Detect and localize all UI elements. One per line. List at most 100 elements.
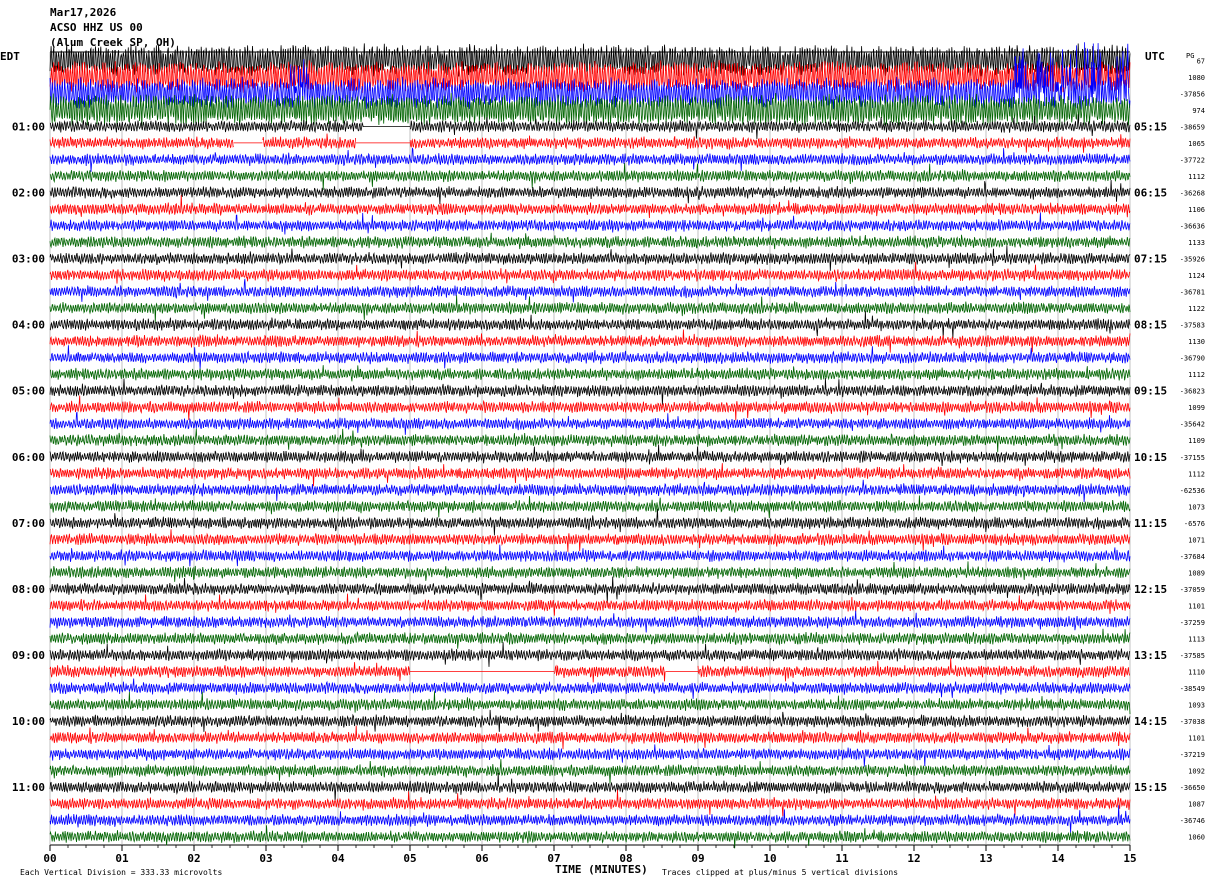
trace-line: [49, 261, 1131, 284]
trace-line: [49, 245, 1131, 271]
x-tick-label: 12: [907, 852, 920, 865]
left-zone-label: EDT: [0, 50, 20, 63]
trace-line: [49, 133, 1131, 153]
trace-line: [49, 195, 1131, 219]
trace-offset-label: -36650: [1180, 784, 1205, 792]
trace-offset-label: 1112: [1188, 173, 1205, 181]
right-time-labels: 05:15 06:15 07:15 08:15 09:15 10:15 11:15 12:15…: [1134, 120, 1167, 794]
trace-line: [49, 179, 1131, 205]
trace-offset-label: 1124: [1188, 272, 1205, 280]
right-zone-label: UTC: [1145, 50, 1165, 63]
x-tick-label: 11: [835, 852, 849, 865]
trace-line: [49, 479, 1131, 502]
trace-line: [49, 678, 1131, 699]
trace-offset-label: 1080: [1188, 74, 1205, 82]
trace-line: [49, 295, 1131, 323]
seismic-traces: [49, 42, 1131, 849]
trace-line: [49, 576, 1131, 603]
left-hour-label: 07:00: [12, 517, 45, 530]
trace-offset-label: -37585: [1180, 652, 1205, 660]
trace-line: [49, 463, 1131, 487]
left-time-labels: 01:00 02:00 03:00 04:00 05:00 06:00 07:00 08:00…: [12, 120, 45, 794]
trace-offset-label: -36636: [1180, 222, 1205, 230]
trace-offset-label: -37856: [1180, 90, 1205, 98]
trace-line: [49, 691, 1131, 715]
trace-offset-label: -35642: [1180, 421, 1205, 429]
trace-offset-label: -36746: [1180, 817, 1205, 825]
x-tick-label: 05: [403, 852, 416, 865]
right-hour-label: 12:15: [1134, 583, 1167, 596]
x-tick-label: 10: [763, 852, 776, 865]
trace-line: [49, 345, 1131, 369]
trace-offset-label: 67: [1197, 57, 1205, 65]
right-hour-label: 10:15: [1134, 451, 1167, 464]
right-hour-label: 11:15: [1134, 517, 1167, 530]
trace-offset-label: 1065: [1188, 140, 1205, 148]
x-tick-label: 09: [691, 852, 704, 865]
trace-offset-label: -37059: [1180, 586, 1205, 594]
trace-offset-label: 1109: [1188, 437, 1205, 445]
trace-offset-label: -36790: [1180, 355, 1205, 363]
trace-offset-label: 1113: [1188, 635, 1205, 643]
left-hour-label: 10:00: [12, 715, 45, 728]
trace-offset-label: 1112: [1188, 371, 1205, 379]
trace-offset-labels: 67 1080 -37856 974 -38659 1065 -37722 1112 -3626…: [1180, 57, 1205, 841]
trace-offset-label: 1087: [1188, 801, 1205, 809]
trace-offset-label: 1112: [1188, 470, 1205, 478]
left-hour-label: 05:00: [12, 385, 45, 398]
header-date: Mar17,2026: [50, 6, 117, 19]
trace-line: [49, 789, 1131, 817]
x-tick-label: 08: [619, 852, 632, 865]
x-tick-label: 00: [43, 852, 56, 865]
right-hour-label: 13:15: [1134, 649, 1167, 662]
trace-line: [49, 163, 1131, 191]
right-hour-label: 09:15: [1134, 385, 1167, 398]
trace-offset-label: 1060: [1188, 834, 1205, 842]
trace-line: [49, 725, 1131, 750]
x-tick-label: 15: [1123, 852, 1136, 865]
footer-left-label: Each Vertical Division = 333.33 microvol…: [20, 868, 222, 877]
trace-line: [49, 544, 1131, 567]
trace-line: [49, 444, 1131, 467]
right-hour-label: 15:15: [1134, 781, 1167, 794]
trace-offset-label: -38659: [1180, 123, 1205, 131]
right-hour-label: 06:15: [1134, 186, 1167, 199]
header-station: ACSO HHZ US 00: [50, 21, 143, 34]
trace-offset-label: -62536: [1180, 487, 1205, 495]
left-hour-label: 04:00: [12, 319, 45, 332]
x-tick-label: 04: [331, 852, 345, 865]
trace-offset-label: -37038: [1180, 718, 1205, 726]
trace-offset-label: 974: [1192, 107, 1205, 115]
trace-line: [49, 642, 1131, 667]
right-hour-label: 05:15: [1134, 120, 1167, 133]
trace-offset-label: 1101: [1188, 602, 1205, 610]
trace-offset-label: -38549: [1180, 685, 1205, 693]
trace-line: [49, 378, 1131, 405]
x-tick-label: 06: [475, 852, 489, 865]
trace-line: [49, 232, 1131, 250]
trace-offset-label: 1130: [1188, 338, 1205, 346]
x-tick-label: 03: [259, 852, 272, 865]
right-hour-label: 14:15: [1134, 715, 1167, 728]
left-hour-label: 09:00: [12, 649, 45, 662]
x-tick-label: 14: [1051, 852, 1065, 865]
grid-lines: [49, 51, 1131, 846]
trace-line: [49, 495, 1131, 519]
trace-offset-label: -37155: [1180, 454, 1205, 462]
right-hour-label: 07:15: [1134, 253, 1167, 266]
trace-offset-label: 1092: [1188, 768, 1205, 776]
trace-line: [49, 561, 1131, 582]
trace-offset-label: -35926: [1180, 256, 1205, 264]
left-hour-label: 06:00: [12, 451, 45, 464]
trace-offset-label: -36823: [1180, 388, 1205, 396]
trace-offset-label: 1133: [1188, 239, 1205, 247]
trace-offset-label: -37219: [1180, 751, 1205, 759]
trace-offset-label: -36781: [1180, 289, 1205, 297]
trace-line: [49, 610, 1131, 633]
trace-offset-label: 1122: [1188, 305, 1205, 313]
x-tick-label: 02: [187, 852, 200, 865]
trace-offset-label: -36268: [1180, 189, 1205, 197]
right-hour-label: 08:15: [1134, 319, 1167, 332]
trace-line: [49, 759, 1131, 784]
trace-offset-label: -6576: [1184, 520, 1205, 528]
